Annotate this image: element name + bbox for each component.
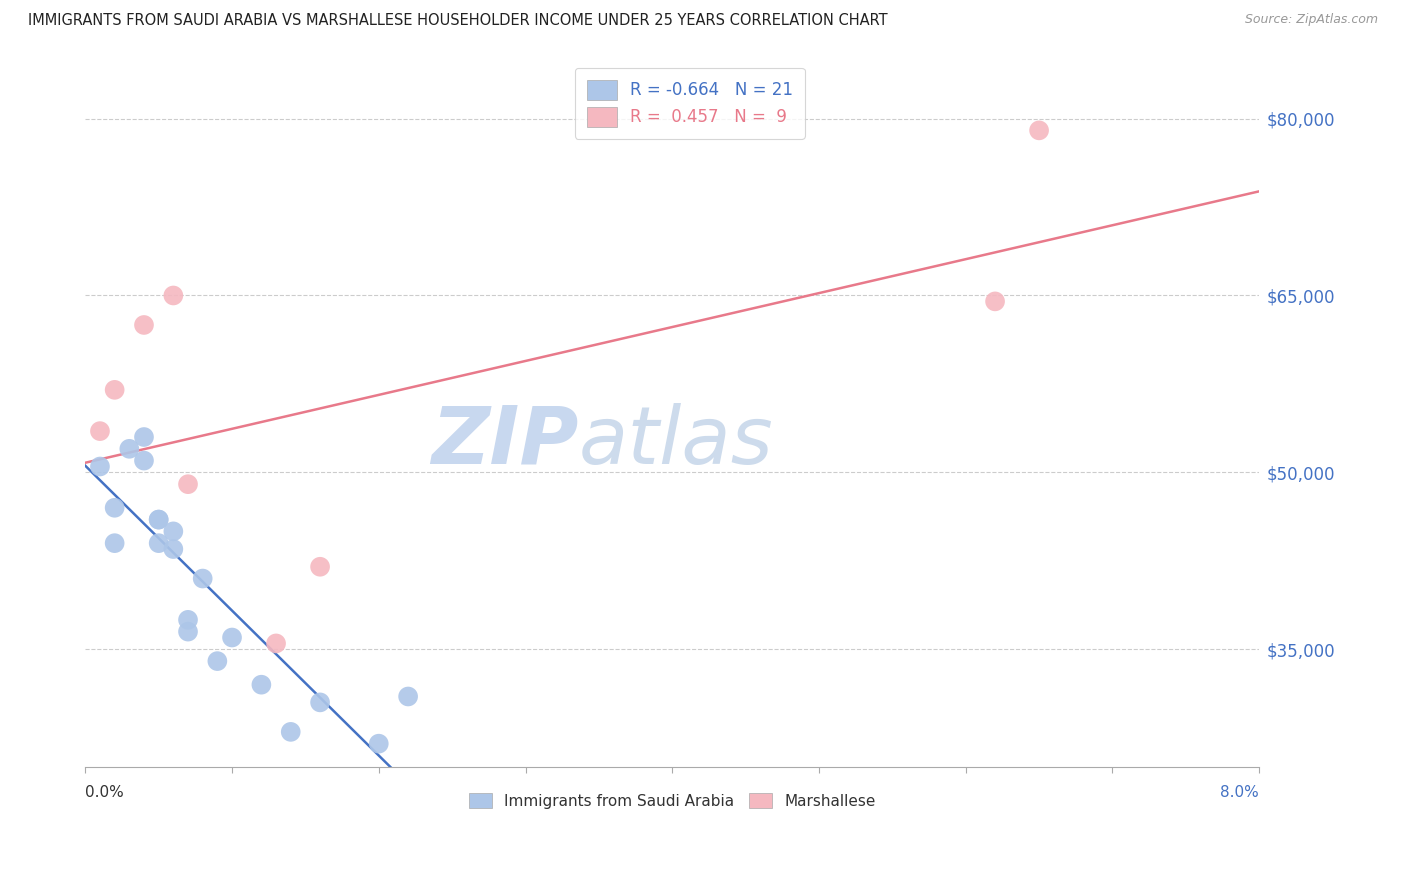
Point [148, 536, 170, 550]
Point [207, 654, 229, 668]
Point [118, 442, 141, 456]
Point [148, 512, 170, 526]
Point [162, 524, 184, 539]
Point [162, 542, 184, 557]
Point [309, 695, 332, 709]
Point [309, 559, 332, 574]
Point [132, 318, 155, 332]
Point [280, 724, 302, 739]
Point [132, 430, 155, 444]
Point [1028, 123, 1050, 137]
Text: atlas: atlas [578, 402, 773, 481]
Point [177, 624, 200, 639]
Text: Source: ZipAtlas.com: Source: ZipAtlas.com [1244, 13, 1378, 27]
Point [104, 536, 127, 550]
Text: 0.0%: 0.0% [86, 785, 124, 800]
Text: IMMIGRANTS FROM SAUDI ARABIA VS MARSHALLESE HOUSEHOLDER INCOME UNDER 25 YEARS CO: IMMIGRANTS FROM SAUDI ARABIA VS MARSHALL… [28, 13, 887, 29]
Point [148, 512, 170, 526]
Point [221, 631, 243, 645]
Point [191, 572, 214, 586]
Point [264, 636, 287, 650]
Point [984, 294, 1007, 309]
Point [104, 383, 127, 397]
Point [162, 288, 184, 302]
Text: ZIP: ZIP [432, 402, 578, 481]
Point [177, 613, 200, 627]
Point [89, 424, 111, 438]
Point [132, 453, 155, 467]
Legend: Immigrants from Saudi Arabia, Marshallese: Immigrants from Saudi Arabia, Marshalles… [461, 785, 883, 816]
Point [177, 477, 200, 491]
Point [104, 500, 127, 515]
Point [89, 459, 111, 474]
Text: 8.0%: 8.0% [1220, 785, 1260, 800]
Point [396, 690, 419, 704]
Point [250, 678, 273, 692]
Point [367, 737, 389, 751]
